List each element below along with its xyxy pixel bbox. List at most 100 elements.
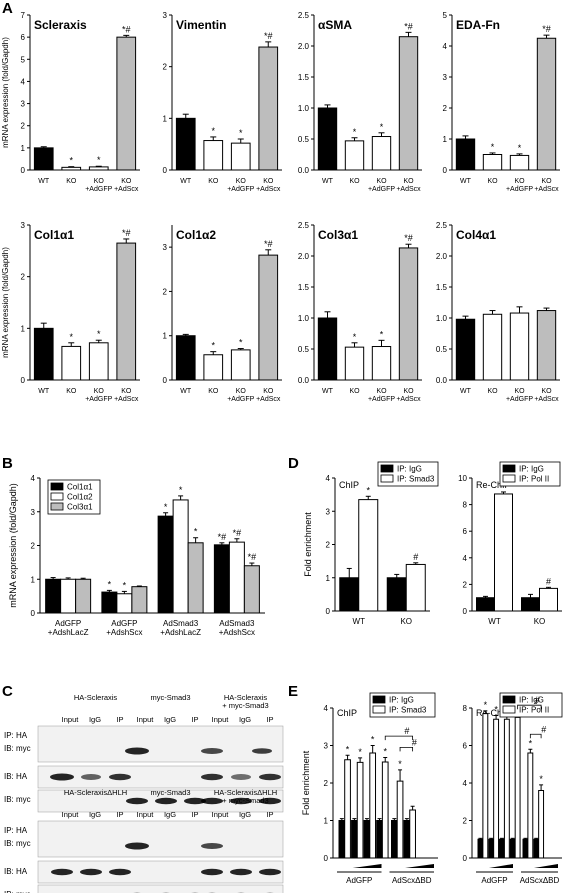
x-tick-label: WT	[488, 617, 501, 626]
bar	[172, 499, 189, 614]
legend-swatch	[502, 705, 516, 714]
x-tick-label: +AdGFP	[227, 186, 254, 193]
x-tick-label: WT	[322, 178, 334, 185]
blot-header: + myc-Smad3	[222, 701, 268, 710]
bar	[116, 593, 133, 614]
blot-header: myc-Smad3	[150, 693, 190, 702]
legend-label: Col1α1	[67, 483, 93, 492]
y-tick-label: 3	[326, 507, 331, 516]
lane-label: Input	[212, 715, 230, 724]
significance-mark: *	[211, 341, 215, 351]
chart-title: αSMA	[318, 18, 352, 32]
chart-title: EDA-Fn	[456, 18, 500, 32]
legend-label: IP: IgG	[519, 465, 544, 474]
bar	[75, 578, 92, 614]
bar	[371, 346, 392, 381]
panel-letter-d: D	[288, 455, 299, 472]
blot-strip	[37, 860, 284, 884]
chart-title: Col4α1	[456, 228, 496, 242]
blot-row-label: IB: myc	[4, 795, 31, 804]
y-tick-label: 0	[31, 609, 36, 618]
significance-mark: #	[535, 695, 540, 705]
x-tick-label: KO	[376, 178, 387, 185]
y-tick-label: 4	[21, 77, 26, 86]
significance-mark: *	[211, 126, 215, 136]
x-tick-label: KO	[376, 388, 387, 395]
bar	[371, 136, 392, 171]
bar	[131, 586, 148, 614]
bar	[538, 790, 545, 859]
x-tick-label: KO	[208, 178, 219, 185]
blot-band	[51, 868, 73, 876]
y-tick-label: 6	[21, 33, 26, 42]
dose-wedge	[533, 864, 558, 868]
x-tick-label: +AdGFP	[85, 396, 112, 403]
y-axis-label: mRNA expression (fold/Gapdh)	[1, 37, 10, 148]
blot-band	[230, 797, 252, 805]
y-tick-label: 2	[463, 817, 468, 826]
x-tick-label: +AdGFP	[506, 186, 533, 193]
y-tick-label: 8	[463, 704, 468, 713]
bar	[509, 838, 516, 859]
significance-mark: *#	[248, 552, 257, 562]
significance-mark: *	[518, 143, 522, 153]
bar	[258, 254, 279, 381]
legend-swatch	[502, 464, 516, 473]
bar	[476, 597, 495, 612]
x-tick-label: KO	[514, 388, 525, 395]
significance-mark: #	[546, 576, 551, 586]
y-tick-label: 1	[31, 575, 36, 584]
bar	[391, 820, 398, 859]
x-tick-label: +AdshScx	[219, 628, 255, 637]
bar	[230, 349, 251, 381]
significance-mark: *	[539, 774, 543, 784]
y-tick-label: 0	[21, 376, 26, 385]
y-tick-label: 2	[163, 287, 168, 296]
blot-band	[259, 773, 281, 781]
significance-mark: *	[69, 332, 73, 342]
y-tick-label: 2	[326, 541, 331, 550]
y-tick-label: 0.5	[298, 345, 310, 354]
x-tick-label: +AdshLacZ	[160, 628, 201, 637]
blot-band	[231, 774, 251, 780]
bar	[175, 117, 196, 171]
significance-mark: *	[346, 744, 350, 754]
x-tick-label: WT	[322, 388, 334, 395]
comparison-bracket	[399, 746, 414, 752]
bar	[499, 838, 505, 859]
bar	[488, 838, 495, 859]
blot-header: HA-ScleraxisΔHLH	[64, 788, 127, 797]
chart-title: ChIP	[337, 708, 357, 718]
x-tick-label: KO	[400, 617, 412, 626]
chart-title: Re-ChIP	[476, 708, 511, 718]
y-tick-label: 3	[21, 100, 26, 109]
y-tick-label: 6	[463, 527, 468, 536]
blot-row-label: IB: myc	[4, 839, 31, 848]
x-tick-label: KO	[208, 388, 219, 395]
y-tick-label: 2.0	[298, 252, 310, 261]
blot-band	[125, 842, 149, 850]
x-tick-label: WT	[180, 178, 192, 185]
x-tick-label: +AdGFP	[506, 396, 533, 403]
y-tick-label: 3	[21, 221, 26, 230]
blot-row-label: IP: HA	[4, 826, 28, 835]
x-tick-label: KO	[94, 388, 105, 395]
x-tick-label: +AdGFP	[368, 186, 395, 193]
x-tick-label: +AdGFP	[368, 396, 395, 403]
chart-E1: 0 1 2 3 4 Fold enrichment ChIP * * * * * AdGFP AdScxΔ…	[301, 692, 438, 885]
bar	[398, 36, 419, 171]
blot-row-label: IP: HA	[4, 731, 28, 740]
bar	[356, 761, 364, 859]
legend-label: IP: IgG	[397, 465, 422, 474]
significance-mark: *	[371, 735, 375, 745]
y-tick-label: 0	[21, 166, 26, 175]
y-axis-label: Fold enrichment	[301, 750, 311, 815]
y-tick-label: 4	[443, 42, 448, 51]
x-tick-label: +AdScx	[534, 186, 559, 193]
blot-bottom: HA-ScleraxisΔHLH myc-Smad3 HA-ScleraxisΔHL…	[4, 788, 284, 893]
legend-label: IP: Smad3	[389, 706, 427, 715]
bar	[369, 752, 377, 859]
